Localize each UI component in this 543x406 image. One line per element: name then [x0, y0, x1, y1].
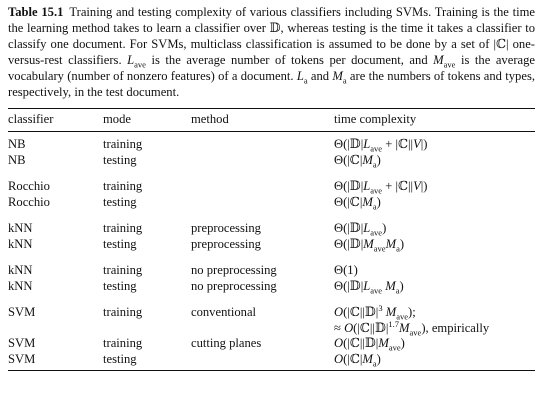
cell-complexity: Θ(|ℂ|Ma) — [334, 194, 381, 212]
cell-mode: testing — [103, 152, 137, 167]
table-row: kNN testing no preprocessing Θ(|𝔻|Lave M… — [8, 279, 535, 295]
cell-method: conventional — [191, 305, 257, 320]
cell-complexity: O(|ℂ|Ma) — [334, 351, 381, 369]
table-row: Rocchio training Θ(|𝔻|Lave + |ℂ||V|) — [8, 168, 535, 195]
cell-complexity: Θ(|𝔻|Lave Ma) — [334, 278, 404, 296]
table-row: kNN training preprocessing Θ(|𝔻|Lave) — [8, 210, 535, 237]
cell-method — [191, 195, 334, 211]
cell-method — [191, 168, 334, 195]
cell-mode: training — [103, 137, 143, 152]
header-classifier: classifier — [8, 111, 54, 126]
cell-mode: testing — [103, 351, 137, 366]
cell-complexity: Θ(|𝔻|Lave + |ℂ||V|) — [334, 179, 428, 196]
cell-method — [191, 132, 334, 153]
cell-classifier: kNN — [8, 221, 33, 236]
cell-mode: training — [103, 179, 143, 194]
cell-method: preprocessing — [191, 221, 261, 236]
header-time-complexity: time complexity — [334, 111, 417, 126]
table-row: kNN training no preprocessing Θ(1) — [8, 252, 535, 279]
table-row: SVM training conventional O(|ℂ||𝔻|3 Mave… — [8, 294, 535, 321]
cell-classifier: NB — [8, 137, 26, 152]
table-row: NB training Θ(|𝔻|Lave + |ℂ||V|) — [8, 132, 535, 153]
cell-complexity: Θ(|𝔻|Lave + |ℂ||V|) — [334, 137, 428, 154]
cell-classifier: Rocchio — [8, 194, 50, 209]
caption-label: Table 15.1 — [8, 5, 64, 19]
cell-mode: training — [103, 221, 143, 236]
cell-classifier: NB — [8, 152, 26, 167]
cell-mode: training — [103, 336, 143, 351]
table-row: SVM training cutting planes O(|ℂ||𝔻|Mave… — [8, 336, 535, 352]
caption-text: Training and testing complexity of vario… — [8, 5, 535, 100]
cell-classifier: Rocchio — [8, 179, 50, 194]
cell-complexity: O(|ℂ||𝔻|Mave) — [334, 336, 405, 353]
cell-mode: testing — [103, 236, 137, 251]
table-row: ≈ O(|ℂ||𝔻|1.7Mave), empirically — [8, 318, 535, 338]
table-row: Rocchio testing Θ(|ℂ|Ma) — [8, 195, 535, 211]
table-header-row: classifier mode method time complexity — [8, 108, 535, 132]
cell-complexity: Θ(|𝔻|Lave) — [334, 221, 387, 238]
cell-method — [191, 352, 334, 371]
cell-classifier: SVM — [8, 305, 36, 320]
cell-classifier: SVM — [8, 351, 36, 366]
cell-complexity: Θ(|𝔻|MaveMa) — [334, 236, 405, 254]
cell-mode: testing — [103, 194, 137, 209]
header-mode: mode — [103, 111, 131, 126]
cell-classifier: kNN — [8, 278, 33, 293]
cell-complexity: Θ(|ℂ|Ma) — [334, 152, 381, 170]
cell-method: preprocessing — [191, 236, 261, 251]
cell-classifier: kNN — [8, 263, 33, 278]
cell-classifier — [8, 321, 103, 337]
cell-mode: training — [103, 263, 143, 278]
cell-method: cutting planes — [191, 336, 262, 351]
cell-method: no preprocessing — [191, 263, 277, 278]
cell-classifier: kNN — [8, 236, 33, 251]
header-method: method — [191, 111, 229, 126]
cell-mode: training — [103, 305, 143, 320]
table-row: NB testing Θ(|ℂ|Ma) — [8, 153, 535, 169]
table-caption: Table 15.1 Training and testing complexit… — [8, 4, 535, 101]
cell-mode — [103, 321, 191, 337]
cell-complexity: ≈ O(|ℂ||𝔻|1.7Mave), empirically — [334, 318, 490, 338]
table-row: kNN testing preprocessing Θ(|𝔻|MaveMa) — [8, 237, 535, 253]
cell-classifier: SVM — [8, 336, 36, 351]
cell-mode: testing — [103, 278, 137, 293]
cell-complexity: Θ(1) — [334, 263, 358, 278]
table-row: SVM testing O(|ℂ|Ma) — [8, 352, 535, 371]
cell-method — [191, 153, 334, 169]
cell-method: no preprocessing — [191, 278, 277, 293]
complexity-table: classifier mode method time complexity N… — [8, 108, 535, 372]
cell-complexity: O(|ℂ||𝔻|3 Mave); — [334, 302, 416, 322]
cell-method — [191, 321, 334, 337]
